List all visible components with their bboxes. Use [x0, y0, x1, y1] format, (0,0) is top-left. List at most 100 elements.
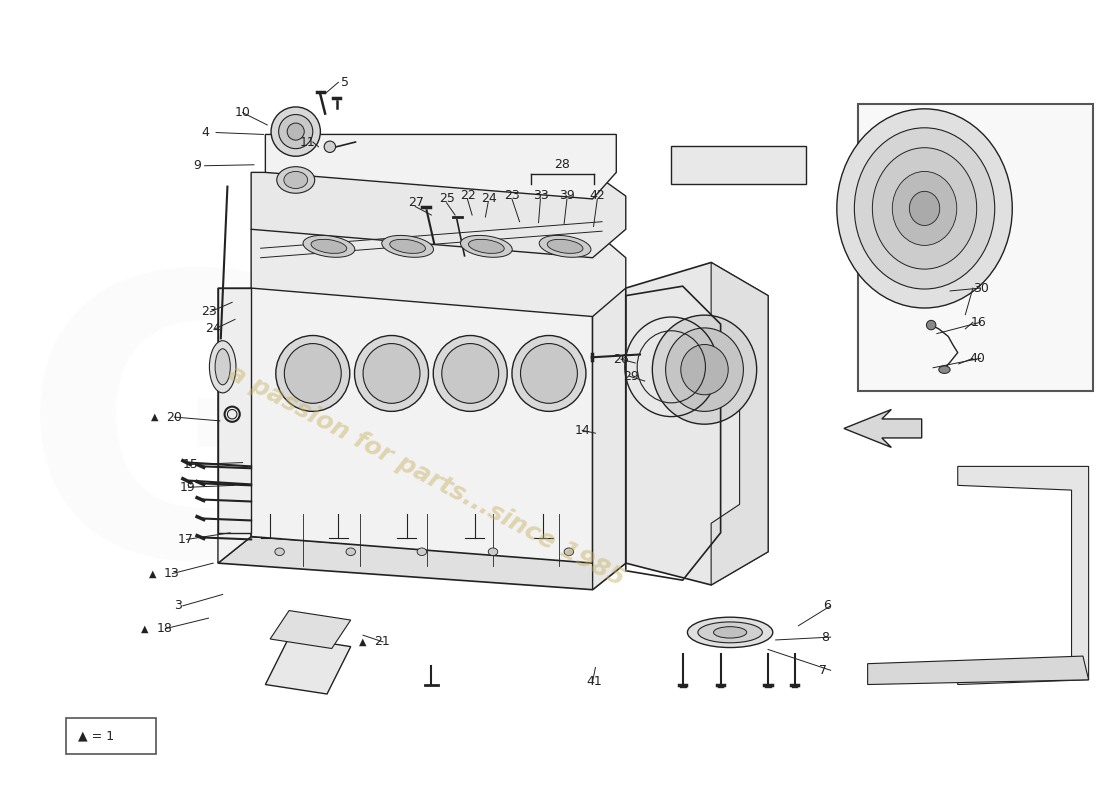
Ellipse shape: [872, 148, 977, 269]
Ellipse shape: [302, 235, 355, 258]
Text: 41: 41: [586, 675, 602, 688]
Ellipse shape: [697, 622, 762, 643]
Ellipse shape: [277, 166, 315, 194]
Ellipse shape: [209, 341, 236, 393]
Text: 24: 24: [481, 193, 496, 206]
Polygon shape: [671, 146, 806, 184]
Text: 13: 13: [164, 567, 179, 580]
Polygon shape: [844, 410, 922, 447]
Ellipse shape: [363, 343, 420, 403]
Text: 8: 8: [822, 630, 829, 644]
Ellipse shape: [666, 328, 744, 411]
Ellipse shape: [276, 335, 350, 411]
Ellipse shape: [512, 335, 586, 411]
Ellipse shape: [488, 548, 497, 555]
Ellipse shape: [652, 315, 757, 424]
Text: 19: 19: [180, 481, 196, 494]
Ellipse shape: [910, 191, 939, 226]
Polygon shape: [218, 288, 251, 533]
Ellipse shape: [382, 235, 433, 258]
Ellipse shape: [346, 548, 355, 555]
Text: ▲: ▲: [151, 412, 158, 422]
Polygon shape: [218, 537, 626, 590]
Polygon shape: [265, 637, 351, 694]
Text: ▲: ▲: [360, 637, 366, 647]
Ellipse shape: [938, 366, 950, 374]
Ellipse shape: [461, 235, 513, 258]
Text: 5: 5: [341, 76, 349, 89]
Text: 17: 17: [178, 533, 194, 546]
Polygon shape: [711, 262, 768, 585]
Text: 28: 28: [554, 158, 570, 171]
Text: 29: 29: [623, 370, 639, 382]
Text: 14: 14: [574, 424, 591, 437]
Text: 11: 11: [299, 135, 316, 149]
Ellipse shape: [892, 171, 957, 246]
Text: 40: 40: [969, 352, 984, 365]
Ellipse shape: [271, 107, 320, 156]
Ellipse shape: [354, 335, 429, 411]
Text: 23: 23: [505, 189, 520, 202]
Text: 22: 22: [460, 189, 475, 202]
Polygon shape: [251, 288, 593, 563]
Polygon shape: [626, 262, 768, 585]
Text: 42: 42: [590, 189, 605, 202]
Text: 10: 10: [235, 106, 251, 119]
Text: 33: 33: [532, 189, 549, 202]
Ellipse shape: [539, 235, 591, 258]
Ellipse shape: [287, 123, 305, 140]
Ellipse shape: [389, 239, 426, 254]
Text: G: G: [21, 259, 340, 636]
Ellipse shape: [275, 548, 284, 555]
Text: a passion for parts...since 1985: a passion for parts...since 1985: [224, 361, 629, 591]
Text: 30: 30: [972, 282, 989, 294]
Text: ▲ = 1: ▲ = 1: [78, 730, 113, 742]
Ellipse shape: [855, 128, 994, 289]
Ellipse shape: [311, 239, 346, 254]
Polygon shape: [265, 134, 616, 199]
Text: 7: 7: [820, 664, 827, 677]
Text: ▲: ▲: [148, 569, 156, 578]
Polygon shape: [271, 610, 351, 649]
Text: 39: 39: [560, 189, 575, 202]
Ellipse shape: [284, 171, 308, 189]
Ellipse shape: [564, 548, 573, 555]
Text: 26: 26: [614, 353, 629, 366]
Ellipse shape: [681, 345, 728, 394]
Ellipse shape: [284, 343, 341, 403]
Text: 16: 16: [971, 316, 987, 329]
Ellipse shape: [469, 239, 504, 254]
Text: 15: 15: [183, 458, 199, 471]
Bar: [66, 718, 156, 754]
Text: 9: 9: [194, 159, 201, 172]
Ellipse shape: [714, 626, 747, 638]
Ellipse shape: [417, 548, 427, 555]
Polygon shape: [218, 288, 251, 563]
Text: 27: 27: [408, 196, 424, 210]
Text: 18: 18: [156, 622, 173, 635]
Ellipse shape: [520, 343, 578, 403]
Ellipse shape: [547, 239, 583, 254]
Ellipse shape: [278, 114, 312, 149]
Ellipse shape: [837, 109, 1012, 308]
Ellipse shape: [926, 320, 936, 330]
Bar: [858, 104, 1093, 390]
Text: ▲: ▲: [141, 623, 149, 634]
Text: 6: 6: [823, 599, 830, 612]
Ellipse shape: [216, 349, 230, 385]
Text: 24: 24: [206, 322, 221, 335]
Text: 4: 4: [201, 126, 210, 139]
Ellipse shape: [324, 141, 336, 153]
Polygon shape: [868, 656, 1089, 685]
Text: 20: 20: [166, 410, 182, 423]
Text: 3: 3: [174, 599, 183, 612]
Polygon shape: [251, 172, 626, 258]
Text: 21: 21: [374, 635, 390, 648]
Ellipse shape: [688, 617, 773, 647]
Ellipse shape: [433, 335, 507, 411]
Polygon shape: [958, 466, 1089, 685]
Polygon shape: [593, 288, 626, 590]
Text: 25: 25: [439, 193, 454, 206]
Polygon shape: [251, 230, 626, 317]
Text: 23: 23: [201, 306, 217, 318]
